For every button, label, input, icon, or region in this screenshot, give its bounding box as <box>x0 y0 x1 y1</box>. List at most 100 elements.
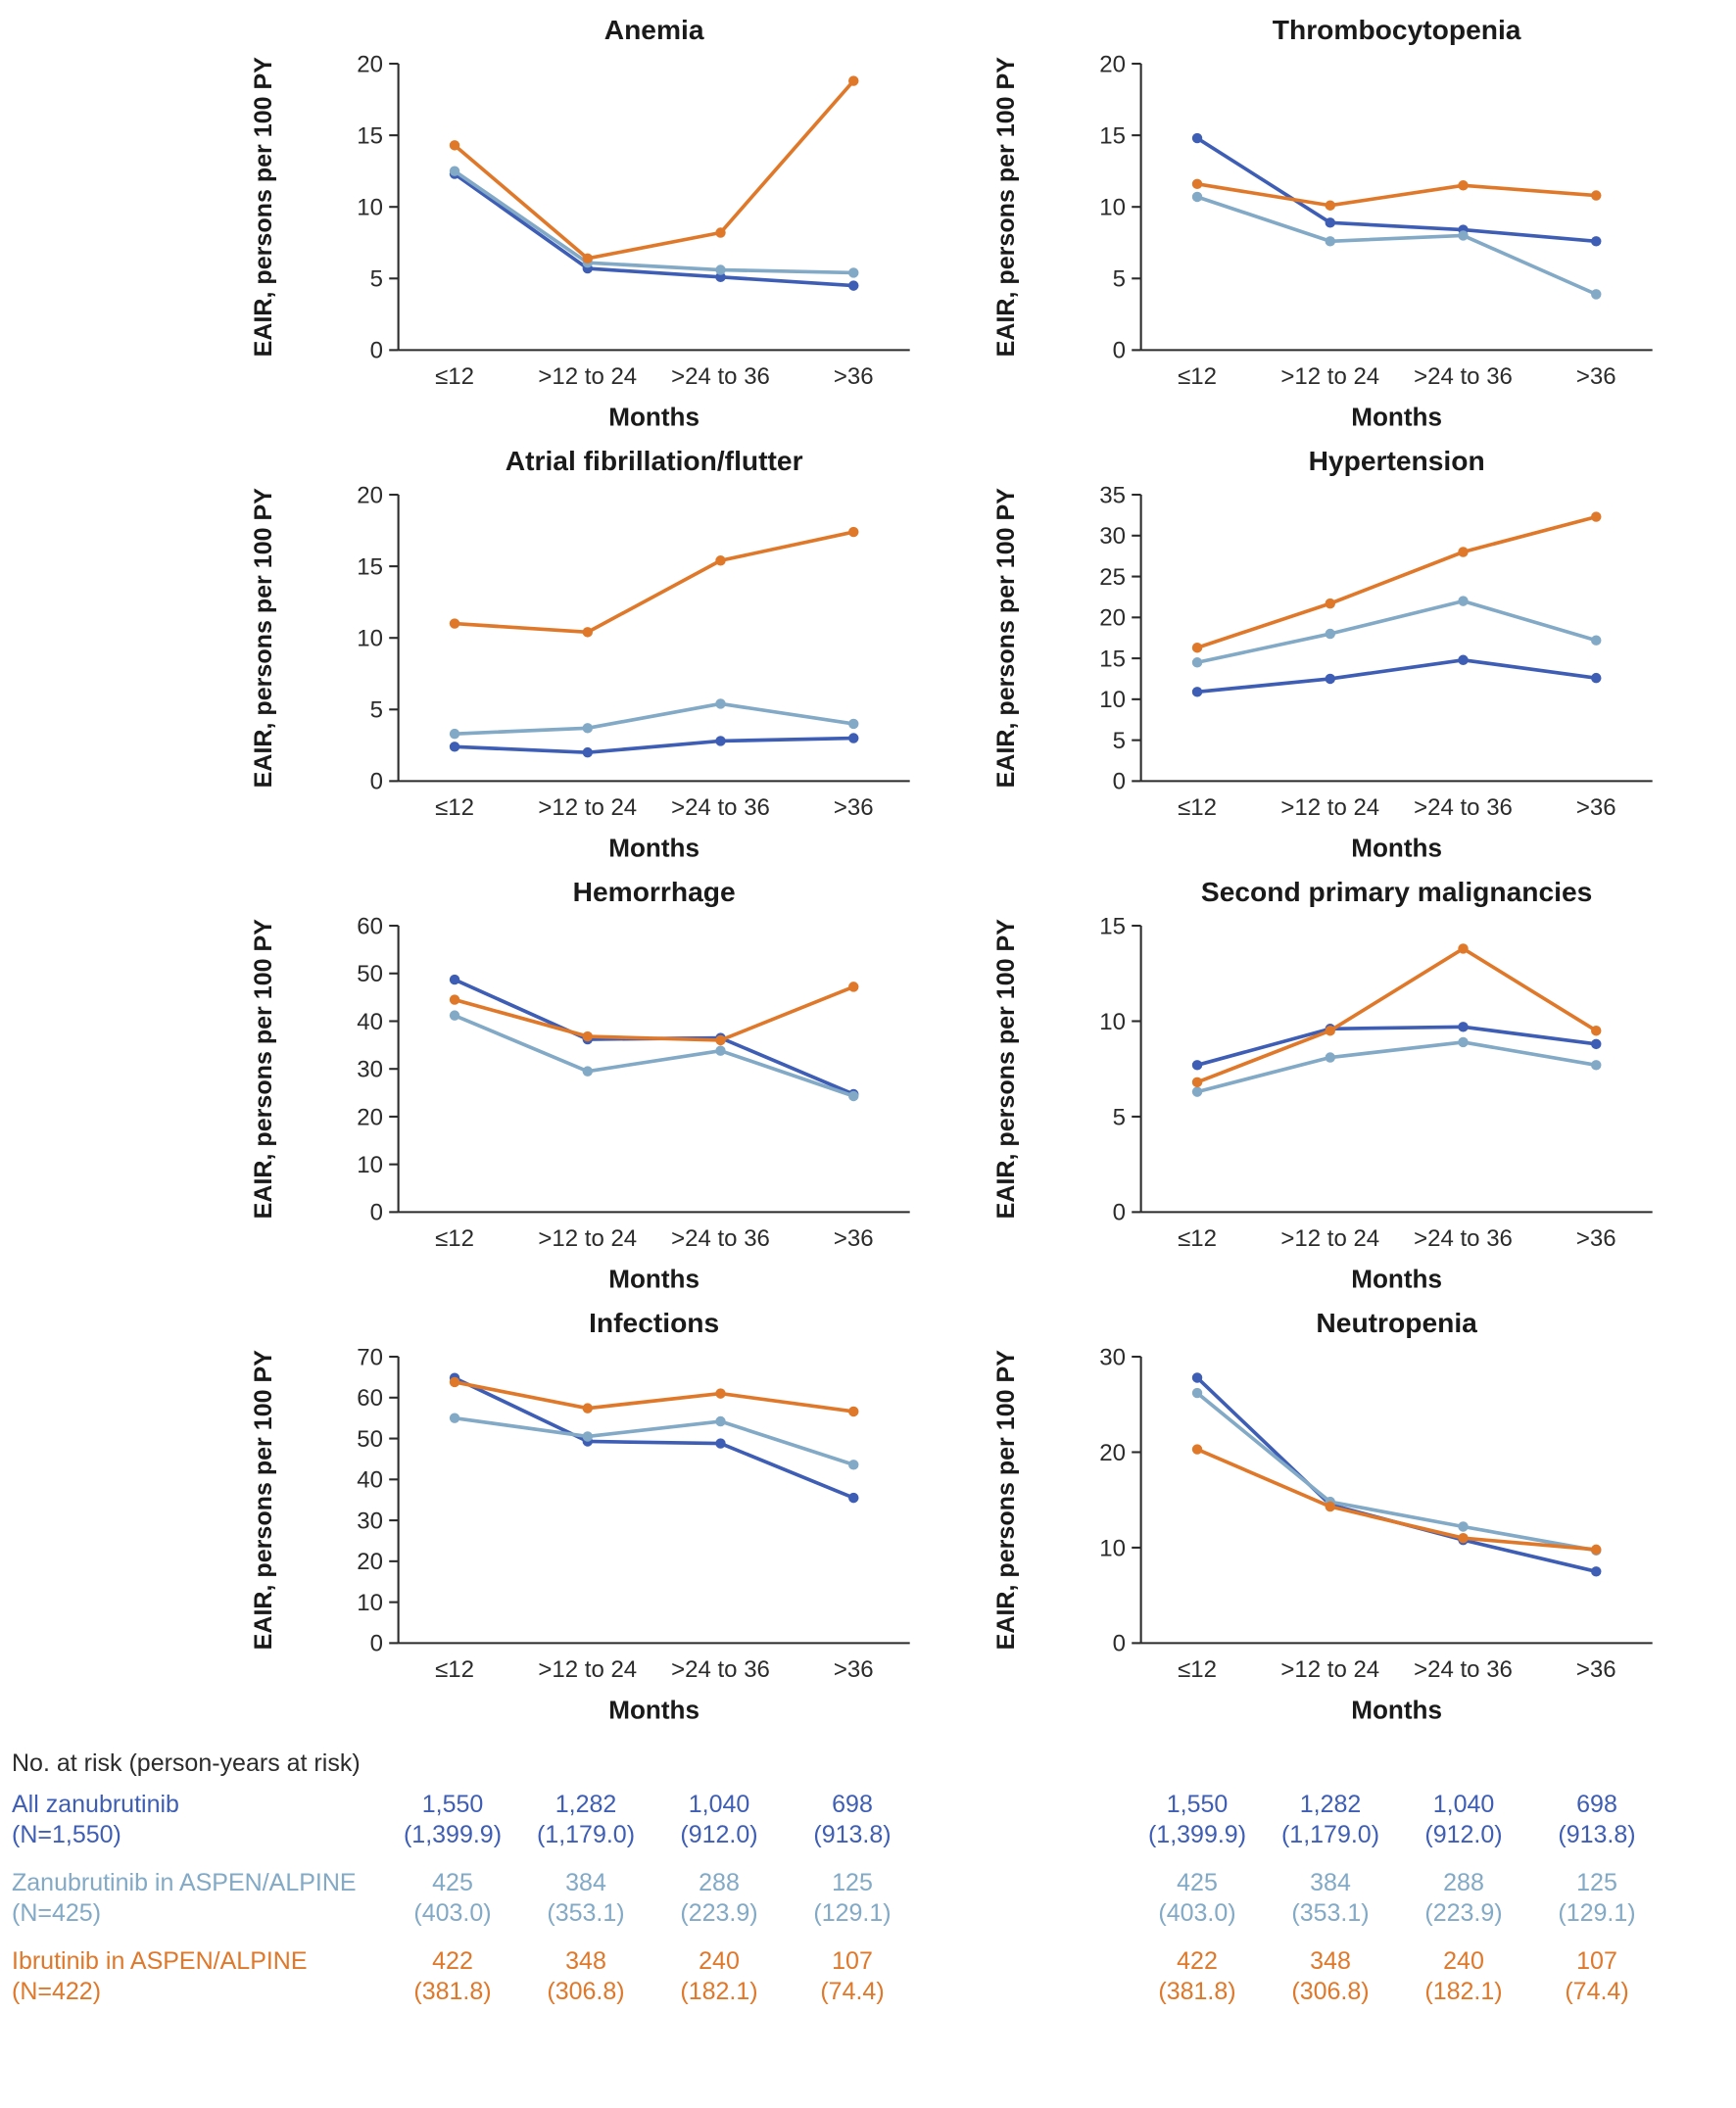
data-point <box>582 1403 593 1413</box>
data-point <box>848 1406 859 1417</box>
chart-title: Hemorrhage <box>573 876 736 907</box>
y-tick-label: 5 <box>370 266 383 293</box>
y-tick-label: 20 <box>357 1104 383 1130</box>
data-point <box>449 618 460 629</box>
x-category-label: >24 to 36 <box>1414 794 1513 821</box>
x-category-label: ≤12 <box>1178 1225 1217 1252</box>
risk-row-group-name: All zanubrutinib <box>12 1791 179 1818</box>
data-point <box>1591 190 1602 201</box>
risk-person-years: (129.1) <box>1558 1899 1636 1927</box>
risk-cell: 348 (306.8) <box>1264 1946 1397 2007</box>
data-point <box>1191 178 1203 190</box>
data-point <box>1458 180 1469 191</box>
series-line-1 <box>1195 195 1599 297</box>
risk-count: 1,550 <box>421 1791 484 1818</box>
risk-row-label-zanubrutinib-aspen-alpine: Zanubrutinib in ASPEN/ALPINE (N=425) <box>0 1868 386 1929</box>
risk-person-years: (403.0) <box>413 1899 492 1927</box>
x-category-label: >24 to 36 <box>671 794 770 821</box>
data-point <box>1458 1532 1469 1544</box>
risk-count: 288 <box>699 1869 740 1896</box>
y-tick-label: 0 <box>370 1631 383 1657</box>
series-line-2 <box>1195 1447 1599 1552</box>
hypertension-line-chart: Hypertension EAIR, persons per 100 PY 0 5 10… <box>992 445 1653 863</box>
y-tick-label: 0 <box>1113 1200 1126 1226</box>
risk-count: 348 <box>1310 1947 1351 1975</box>
data-point <box>1191 643 1203 653</box>
data-point <box>1325 200 1335 211</box>
data-point <box>1458 1022 1469 1032</box>
data-point <box>1191 191 1203 203</box>
second-primary-malignancies-line-chart: Second primary malignancies EAIR, persons… <box>992 876 1653 1294</box>
series-line-1 <box>453 701 856 736</box>
data-point <box>449 728 460 740</box>
data-point <box>848 280 859 291</box>
risk-cell: 1,550 (1,399.9) <box>1131 1790 1264 1850</box>
data-point <box>1191 1086 1203 1097</box>
risk-cell: 422 (381.8) <box>386 1946 519 2007</box>
series-line-0 <box>1195 1025 1599 1068</box>
chart-title: Second primary malignancies <box>1201 876 1592 907</box>
risk-person-years: (1,179.0) <box>536 1821 636 1848</box>
y-tick-label: 20 <box>1099 605 1126 632</box>
data-point <box>449 974 460 985</box>
data-point <box>1458 596 1469 606</box>
risk-table-grid: All zanubrutinib (N=1,550) 1,550 (1,399.… <box>0 1790 1736 2007</box>
data-point <box>1591 1544 1602 1556</box>
data-point <box>715 271 726 283</box>
risk-cell: 384 (353.1) <box>1264 1868 1397 1929</box>
risk-cell: 1,282 (1,179.0) <box>519 1790 652 1850</box>
y-tick-label: 60 <box>357 913 383 939</box>
x-category-label: >12 to 24 <box>538 1225 637 1252</box>
data-point <box>1191 1060 1203 1071</box>
data-point <box>1191 1387 1203 1399</box>
risk-person-years: (74.4) <box>1565 1978 1629 2005</box>
data-point <box>1191 687 1203 697</box>
y-tick-label: 5 <box>370 697 383 724</box>
data-point <box>848 1460 859 1470</box>
risk-row-group-name: Zanubrutinib in ASPEN/ALPINE <box>12 1869 357 1896</box>
data-point <box>848 526 859 538</box>
data-point <box>1325 236 1335 247</box>
y-tick-label: 0 <box>1113 1631 1126 1657</box>
risk-row-label-all-zanubrutinib: All zanubrutinib (N=1,550) <box>0 1790 386 1850</box>
series-line-0 <box>1195 657 1599 695</box>
data-point <box>449 1413 460 1423</box>
y-tick-label: 10 <box>357 1590 383 1616</box>
data-point <box>449 1010 460 1021</box>
data-point <box>1591 1026 1602 1036</box>
data-point <box>1458 1521 1469 1532</box>
risk-person-years: (223.9) <box>680 1899 758 1927</box>
risk-person-years: (182.1) <box>680 1978 758 2005</box>
risk-person-years: (912.0) <box>1424 1821 1503 1848</box>
y-tick-label: 30 <box>1099 1344 1126 1370</box>
risk-cell: 240 (182.1) <box>652 1946 786 2007</box>
risk-person-years: (913.8) <box>1558 1821 1636 1848</box>
x-category-label: ≤12 <box>435 1225 474 1252</box>
y-tick-label: 5 <box>1113 728 1126 754</box>
risk-person-years: (353.1) <box>1291 1899 1370 1927</box>
series-line-0 <box>453 171 856 288</box>
atrial-fibrillation-line-chart: Atrial fibrillation/flutter EAIR, persons… <box>250 445 910 863</box>
y-tick-label: 20 <box>1099 1440 1126 1466</box>
x-category-label: >12 to 24 <box>538 363 637 390</box>
y-tick-label: 50 <box>357 961 383 987</box>
data-point <box>1191 1077 1203 1088</box>
chart-title: Thrombocytopenia <box>1273 14 1521 45</box>
x-category-label: >36 <box>1576 794 1616 821</box>
risk-person-years: (913.8) <box>813 1821 892 1848</box>
y-tick-label: 20 <box>357 51 383 77</box>
data-point <box>1458 547 1469 557</box>
spacer <box>919 1868 1131 1869</box>
risk-cell: 1,550 (1,399.9) <box>386 1790 519 1850</box>
y-axis-label: EAIR, persons per 100 PY <box>250 919 277 1220</box>
risk-count: 240 <box>1443 1947 1484 1975</box>
risk-count: 240 <box>699 1947 740 1975</box>
data-point <box>1325 628 1335 640</box>
data-point <box>582 253 593 264</box>
data-point <box>1325 217 1335 228</box>
x-category-label: >36 <box>1576 1225 1616 1252</box>
data-point <box>1591 672 1602 684</box>
x-axis-label: Months <box>1351 834 1442 863</box>
chart-hypertension: Hypertension EAIR, persons per 100 PY 0 5 10… <box>988 441 1683 872</box>
